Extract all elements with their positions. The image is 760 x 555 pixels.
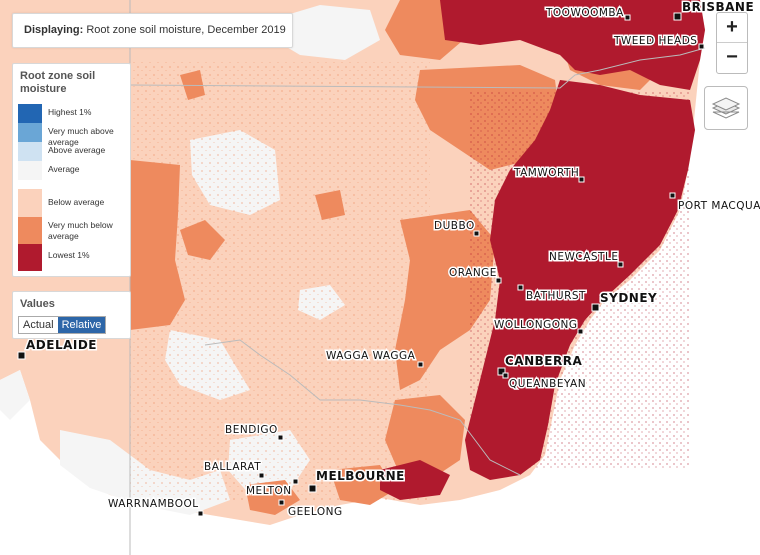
- city-dot-warrnambool: [197, 510, 204, 517]
- city-label-ballarat: BALLARAT: [204, 461, 261, 473]
- city-markers: TOOWOOMBA BRISBANE TWEED HEADS TAMWORTH PORT…: [17, 0, 760, 520]
- city-dot-newcastle: [617, 261, 624, 268]
- zoom-out-button[interactable]: −: [726, 46, 738, 68]
- displaying-value: Root zone soil moisture, December 2019: [86, 24, 286, 36]
- city-dot-melbourne: [308, 484, 317, 493]
- legend: Root zone soil moisture Highest 1% Very …: [12, 63, 131, 277]
- city-label-melbourne: MELBOURNE: [316, 469, 405, 483]
- city-dot-toowoomba: [624, 14, 631, 21]
- values-panel: Values Actual Relative: [12, 291, 131, 339]
- displaying-panel: Displaying: Root zone soil moisture, Dec…: [12, 13, 293, 48]
- city-label-wollongong: WOLLONGONG: [494, 319, 577, 331]
- city-dot-bathurst: [517, 284, 524, 291]
- legend-item-very-much-below: Very much below average: [13, 217, 132, 244]
- legend-label: Very much below average: [48, 220, 113, 241]
- legend-label: Highest 1%: [48, 107, 92, 117]
- city-label-brisbane: BRISBANE: [682, 0, 754, 14]
- layers-button[interactable]: [704, 86, 748, 130]
- city-dot-canberra: [497, 367, 506, 376]
- legend-item-average: Average: [13, 161, 132, 180]
- city-label-geelong: GEELONG: [288, 506, 343, 518]
- city-label-tweed-heads: TWEED HEADS: [613, 35, 697, 47]
- city-dot-geelong: [278, 499, 285, 506]
- city-label-adelaide: ADELAIDE: [26, 338, 97, 352]
- city-dot-bendigo: [277, 434, 284, 441]
- city-label-orange: ORANGE: [449, 267, 497, 279]
- city-label-bathurst: BATHURST: [526, 290, 586, 302]
- legend-swatch: [18, 189, 42, 217]
- legend-swatch: [18, 104, 42, 123]
- city-label-canberra: CANBERRA: [505, 354, 582, 368]
- city-dot-adelaide: [17, 351, 26, 360]
- city-label-warrnambool: WARRNAMBOOL: [108, 498, 199, 510]
- values-title: Values: [20, 298, 55, 310]
- values-toggle: Actual Relative: [18, 316, 107, 334]
- legend-swatch: [18, 142, 42, 161]
- city-label-bendigo: BENDIGO: [225, 424, 278, 436]
- lowest-texture: [470, 90, 690, 470]
- legend-title: Root zone soil moisture: [20, 70, 96, 95]
- city-label-tamworth: TAMWORTH: [513, 167, 579, 179]
- city-dot-orange: [495, 277, 502, 284]
- city-dot-ballarat: [258, 472, 265, 479]
- city-label-sydney: SYDNEY: [600, 291, 657, 305]
- city-dot-queanbeyan: [502, 372, 509, 379]
- legend-item-lowest-1: Lowest 1%: [13, 244, 132, 271]
- city-dot-tweed-heads: [698, 43, 705, 50]
- city-dot-brisbane: [673, 12, 682, 21]
- zoom-control: + −: [716, 12, 748, 74]
- city-label-wagga-wagga: WAGGA WAGGA: [326, 350, 416, 362]
- city-dot-port-macqua: [669, 192, 676, 199]
- city-label-melton: MELTON: [246, 485, 292, 497]
- city-dot-wollongong: [577, 328, 584, 335]
- legend-item-very-much-above: Very much above average: [13, 123, 132, 147]
- actual-button[interactable]: Actual: [19, 317, 58, 333]
- legend-swatch: [18, 217, 42, 244]
- city-label-dubbo: DUBBO: [434, 220, 475, 232]
- layers-icon: [711, 97, 741, 119]
- legend-item-above-average: Above average: [13, 142, 132, 161]
- city-dot-wagga-wagga: [417, 361, 424, 368]
- displaying-label: Displaying:: [24, 24, 84, 36]
- city-label-queanbeyan: QUEANBEYAN: [509, 378, 586, 390]
- legend-label: Lowest 1%: [48, 250, 90, 260]
- legend-item-below-average: Below average: [13, 189, 132, 217]
- legend-label: Average: [48, 164, 80, 174]
- legend-swatch: [18, 123, 42, 142]
- speckle-texture: [130, 60, 430, 500]
- zoom-in-button[interactable]: +: [717, 13, 747, 43]
- legend-item-highest-1: Highest 1%: [13, 104, 132, 123]
- city-dot-dubbo: [473, 230, 480, 237]
- city-label-newcastle: NEWCASTLE: [549, 251, 618, 263]
- legend-label: Below average: [48, 197, 105, 207]
- city-dot-melton: [292, 478, 299, 485]
- city-label-port-macqua: PORT MACQUA: [678, 200, 760, 212]
- legend-swatch: [18, 244, 42, 271]
- legend-label: Very much above average: [48, 126, 114, 147]
- city-dot-tamworth: [578, 176, 585, 183]
- relative-button[interactable]: Relative: [57, 317, 106, 333]
- city-label-toowoomba: TOOWOOMBA: [545, 7, 624, 19]
- legend-label: Above average: [48, 145, 106, 155]
- legend-swatch: [18, 161, 42, 180]
- city-dot-sydney: [591, 303, 600, 312]
